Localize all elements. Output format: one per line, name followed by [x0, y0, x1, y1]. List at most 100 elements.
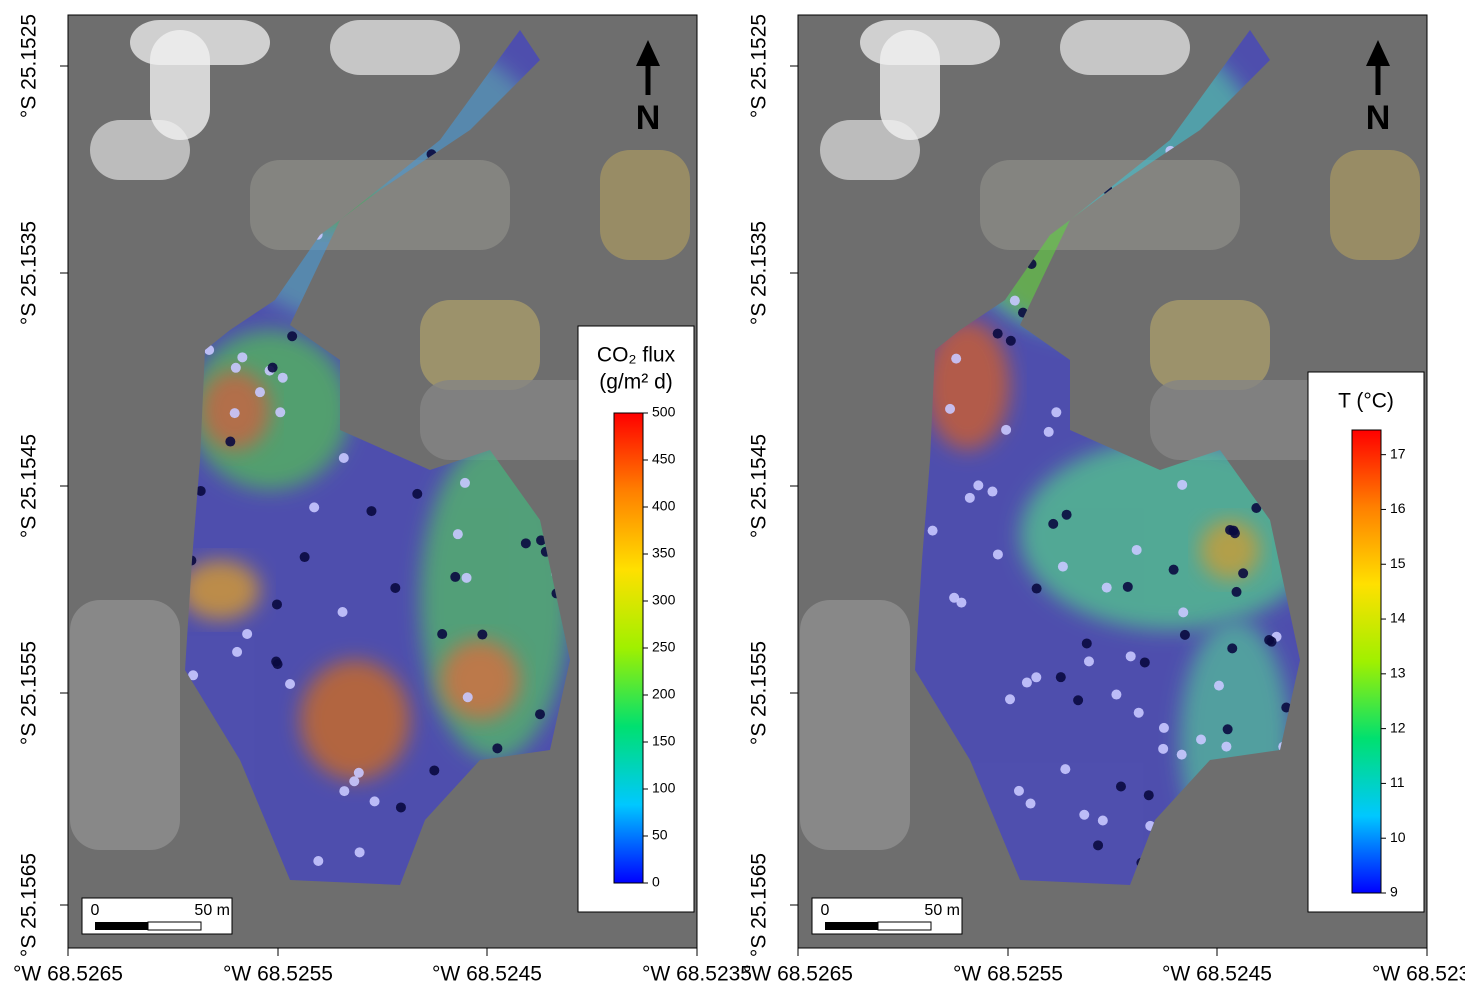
terrain-patch	[1330, 150, 1420, 260]
colorbar	[1351, 429, 1382, 894]
sample-point	[1176, 749, 1187, 760]
sample-point	[1238, 568, 1249, 579]
sample-point	[275, 407, 286, 418]
scale-dark	[825, 922, 878, 930]
colorbar-tick-label: 50	[652, 827, 668, 843]
sample-point	[964, 492, 975, 503]
colorbar	[613, 412, 644, 884]
y-tick-label: °S 25.1525	[748, 14, 771, 118]
sample-point	[1178, 607, 1189, 618]
sample-point	[1081, 638, 1092, 649]
sample-point	[338, 453, 349, 464]
legend-title: CO₂ flux	[597, 344, 676, 367]
sample-point	[1097, 815, 1108, 826]
sample-point	[1177, 479, 1188, 490]
map-frame	[67, 14, 698, 949]
sample-point	[973, 480, 984, 491]
sample-point	[1043, 426, 1054, 437]
scale-end: 50 m	[924, 902, 960, 919]
heat-zone	[185, 560, 260, 620]
y-tick-label: °S 25.1535	[748, 221, 771, 325]
colorbar-tick-label: 15	[1390, 555, 1406, 571]
sample-point	[1073, 695, 1084, 706]
sample-point	[230, 362, 241, 373]
colorbar-tick-label: 16	[1390, 500, 1406, 516]
sample-point	[1139, 657, 1150, 668]
colorbar-tick-label: 450	[652, 451, 676, 467]
scale-start: 0	[821, 902, 830, 919]
sample-point	[1031, 583, 1042, 594]
sample-point	[353, 767, 364, 778]
legend-unit: (g/m² d)	[599, 371, 673, 394]
y-tick-label: °S 25.1555	[18, 641, 41, 745]
sample-point	[1125, 651, 1136, 662]
sample-point	[1158, 743, 1169, 754]
sample-point	[271, 656, 282, 667]
sample-point	[461, 572, 472, 583]
sample-point	[1133, 707, 1144, 718]
sample-point	[299, 552, 310, 563]
x-tick-label: °W 68.5235	[642, 963, 752, 986]
sample-point	[1196, 734, 1207, 745]
terrain-patch	[600, 150, 690, 260]
colorbar-tick-label: 11	[1390, 774, 1405, 790]
colorbar-tick-label: 9	[1390, 884, 1398, 900]
sample-point	[1079, 809, 1090, 820]
colorbar-tick-label: 400	[652, 498, 676, 514]
sample-point	[1179, 629, 1190, 640]
colorbar-tick-label: 100	[652, 780, 676, 796]
sample-point	[271, 599, 282, 610]
colorbar-tick-label: 150	[652, 733, 676, 749]
x-tick-label: °W 68.5265	[13, 963, 123, 986]
north-arrow-head	[1366, 40, 1390, 66]
y-tick-label: °S 25.1545	[748, 434, 771, 538]
sample-point	[1213, 680, 1224, 691]
sample-point	[313, 855, 324, 866]
sample-point	[1093, 840, 1104, 851]
sample-point	[242, 628, 253, 639]
sample-point	[349, 776, 360, 787]
sample-point	[369, 796, 380, 807]
terrain-patch	[800, 600, 910, 850]
sample-point	[1101, 582, 1112, 593]
terrain-patch	[1150, 380, 1350, 460]
north-arrow-head	[636, 40, 660, 66]
sample-point	[225, 436, 236, 447]
sample-point	[412, 488, 423, 499]
sample-point	[188, 670, 199, 681]
sample-point	[1001, 424, 1012, 435]
x-tick-label: °W 68.5245	[1162, 963, 1272, 986]
sample-point	[1251, 502, 1262, 513]
sample-point	[1048, 518, 1059, 529]
sample-point	[1009, 295, 1020, 306]
sample-point	[1143, 790, 1154, 801]
scale-start: 0	[91, 902, 100, 919]
sample-point	[1057, 561, 1068, 572]
sample-point	[1055, 672, 1066, 683]
scale-dark	[95, 922, 148, 930]
sample-point	[1111, 689, 1122, 700]
sample-point	[956, 597, 967, 608]
terrain-patch	[1150, 300, 1270, 390]
sample-point	[390, 582, 401, 593]
sample-point	[277, 372, 288, 383]
sample-point	[1031, 672, 1042, 683]
x-tick-label: °W 68.5255	[953, 963, 1063, 986]
sample-point	[992, 328, 1003, 339]
sample-point	[1060, 764, 1071, 775]
colorbar-tick-label: 10	[1390, 829, 1406, 845]
heat-zone	[925, 320, 1010, 450]
sample-point	[459, 477, 470, 488]
sample-point	[477, 629, 488, 640]
sample-point	[1225, 524, 1236, 535]
y-tick-label: °S 25.1565	[748, 853, 771, 957]
colorbar-tick-label: 12	[1390, 719, 1406, 735]
sample-point	[492, 743, 503, 754]
x-tick-label: °W 68.5255	[223, 963, 333, 986]
sample-point	[232, 646, 243, 657]
sample-point	[1222, 724, 1233, 735]
y-tick-label: °S 25.1545	[18, 434, 41, 538]
sample-point	[927, 525, 938, 536]
sample-point	[1122, 581, 1133, 592]
